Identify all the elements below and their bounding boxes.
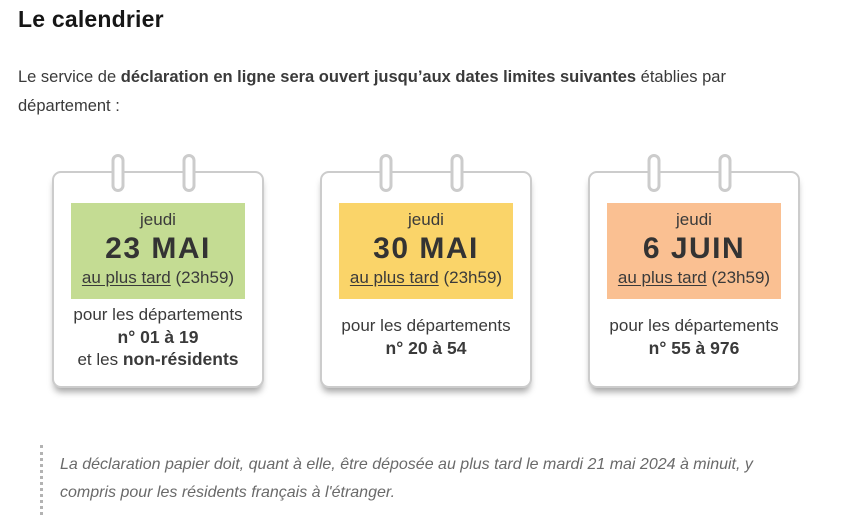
deadline-label: au plus tard (23h59): [341, 266, 511, 290]
page-title: Le calendrier: [18, 6, 164, 32]
intro-pre: Le service de: [18, 68, 121, 86]
note-text: La déclaration papier doit, quant à elle…: [60, 455, 753, 501]
deadline-underlined-text: au plus tard: [349, 268, 439, 288]
paper-declaration-note: La déclaration papier doit, quant à elle…: [40, 444, 756, 515]
audience-line: pour les départements: [609, 316, 779, 336]
date-highlight-orange: jeudi 6 JUIN au plus tard (23h59): [607, 202, 781, 299]
binder-ring-icon: [379, 153, 393, 192]
binder-ring-icon: [182, 153, 196, 192]
weekday-label: jeudi: [140, 209, 176, 229]
binder-ring-icon: [718, 153, 732, 192]
audience-line: pour les départements: [341, 316, 511, 336]
date-label: 6 JUIN: [642, 231, 746, 265]
deadline-label: au plus tard (23h59): [609, 266, 779, 290]
binder-ring-icon: [450, 153, 464, 192]
date-label: 23 MAI: [105, 231, 211, 265]
audience-departments: n° 20 à 54: [385, 338, 467, 359]
deadline-card-may-30: jeudi 30 MAI au plus tard (23h59) pour l…: [320, 153, 532, 388]
intro-post: établies par département :: [18, 68, 726, 115]
intro-bold: déclaration en ligne sera ouvert jusqu’a…: [120, 68, 637, 86]
deadline-time: (23h59): [711, 268, 771, 288]
deadline-time: (23h59): [175, 268, 235, 288]
audience-text: pour les départements n° 55 à 976: [609, 299, 778, 386]
date-highlight-green: jeudi 23 MAI au plus tard (23h59): [71, 202, 245, 299]
deadline-card-may-23: jeudi 23 MAI au plus tard (23h59) pour l…: [52, 153, 264, 388]
audience-extra-pre: et les: [77, 350, 123, 370]
weekday-label: jeudi: [676, 209, 712, 229]
audience-departments: n° 01 à 19: [117, 326, 199, 347]
binder-ring-icon: [111, 153, 125, 192]
deadline-label: au plus tard (23h59): [73, 266, 243, 290]
audience-line: pour les départements: [73, 304, 243, 324]
intro-text: Le service de déclaration en ligne sera …: [18, 63, 788, 121]
audience-text: pour les départements n° 01 à 19 et les …: [73, 299, 242, 386]
date-label: 30 MAI: [373, 231, 479, 265]
deadline-time: (23h59): [443, 268, 503, 288]
binder-ring-icon: [647, 153, 661, 192]
weekday-label: jeudi: [408, 209, 444, 229]
date-highlight-yellow: jeudi 30 MAI au plus tard (23h59): [339, 202, 513, 299]
deadline-underlined-text: au plus tard: [617, 268, 707, 288]
audience-extra-line: et les non-résidents: [73, 348, 242, 371]
audience-extra-bold: non-résidents: [122, 349, 239, 370]
audience-departments: n° 55 à 976: [648, 338, 740, 359]
deadline-cards: jeudi 23 MAI au plus tard (23h59) pour l…: [52, 153, 828, 388]
deadline-card-june-6: jeudi 6 JUIN au plus tard (23h59) pour l…: [588, 153, 800, 388]
audience-text: pour les départements n° 20 à 54: [341, 299, 510, 386]
deadline-underlined-text: au plus tard: [81, 268, 171, 288]
